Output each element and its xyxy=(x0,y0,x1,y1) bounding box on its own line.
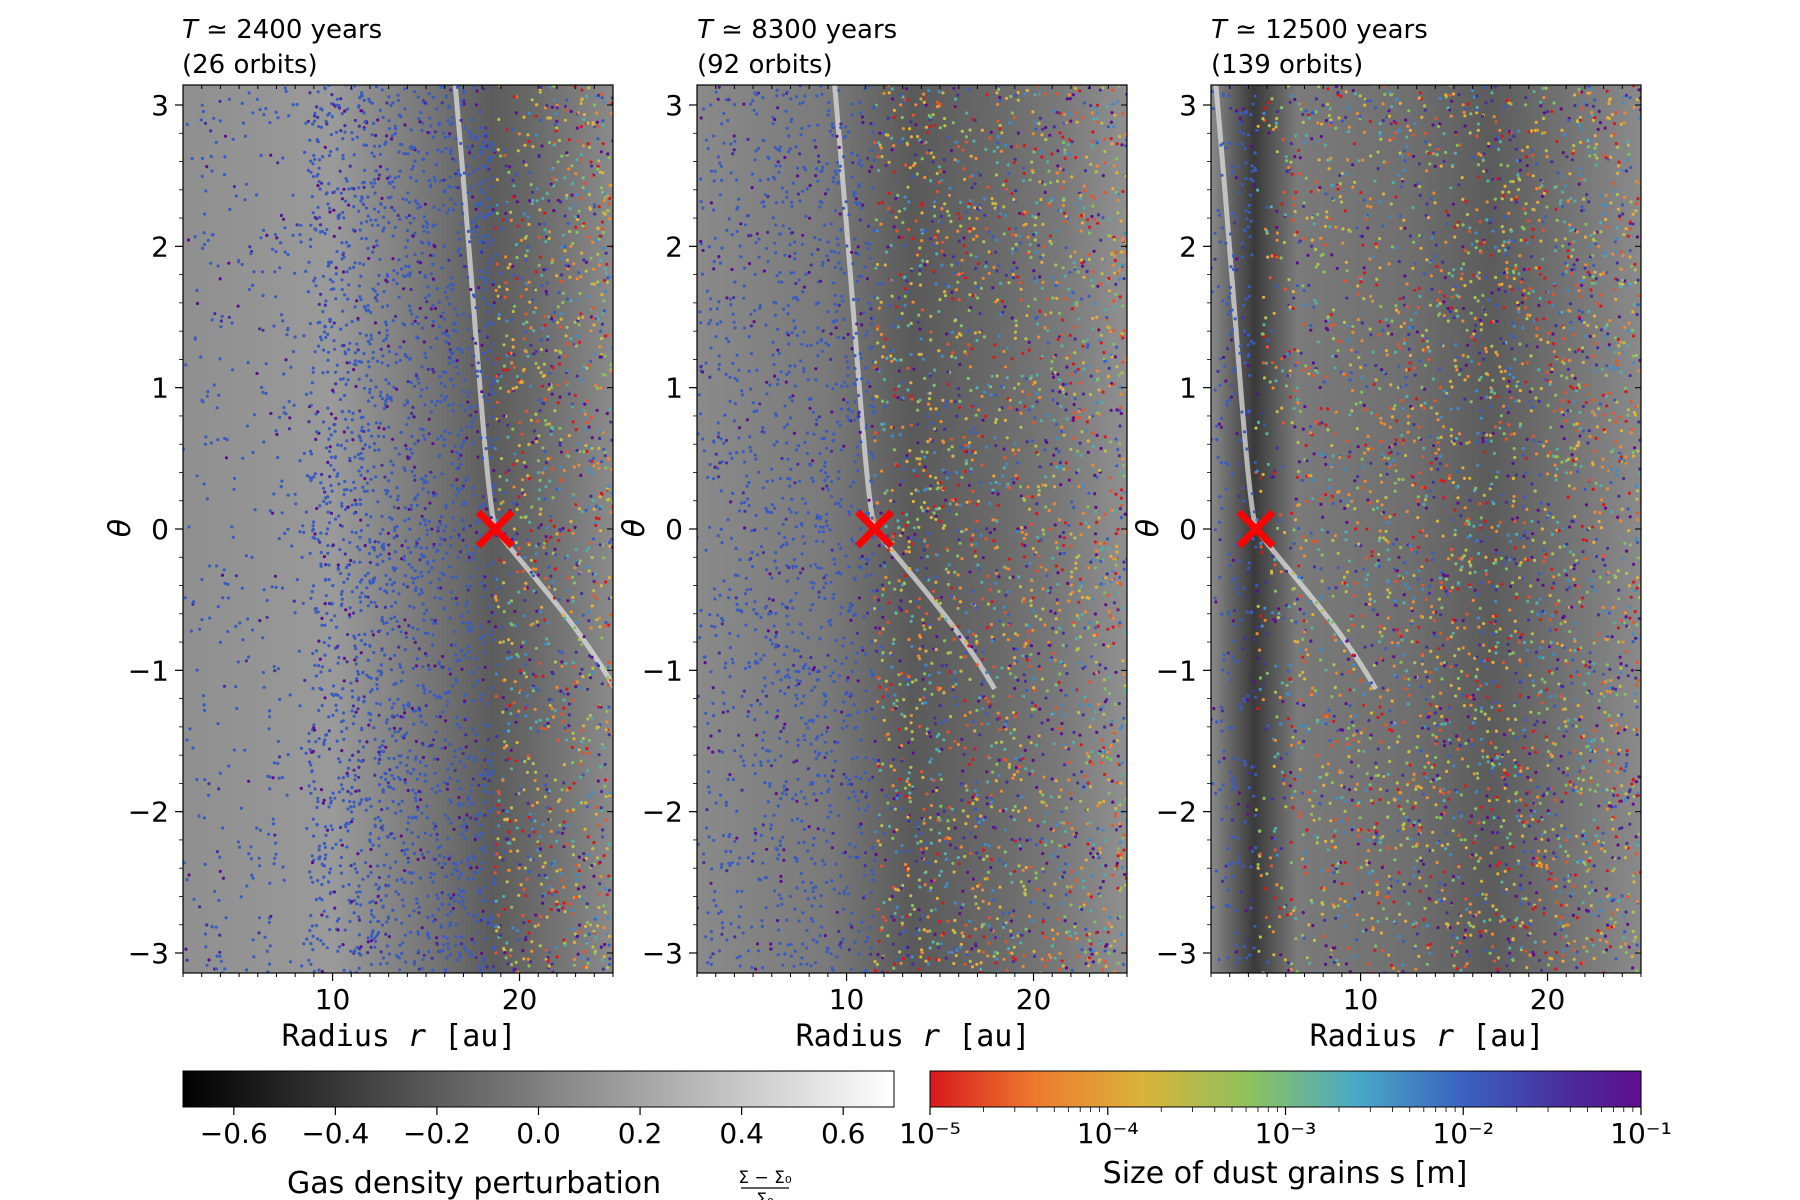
panel-3-ylabel: θ xyxy=(1131,519,1166,537)
panel-2-title-orbits: (92 orbits) xyxy=(697,50,833,80)
dust-tick-label: 10⁻¹ xyxy=(1610,1117,1672,1150)
y-tick-label: 0 xyxy=(1179,513,1197,546)
spiral-wake xyxy=(1213,85,1379,691)
y-tick-label: 1 xyxy=(151,372,169,405)
x-tick-label: 20 xyxy=(1016,983,1052,1016)
dust-tick-label: 10⁻³ xyxy=(1255,1117,1317,1150)
planet-marker-icon xyxy=(855,509,895,549)
panel-2-ylabel: θ xyxy=(617,519,652,537)
y-tick-label: 0 xyxy=(665,513,683,546)
panel-3-title-time: T ≃ 12500 years xyxy=(1211,15,1428,45)
panel-2-plot-area: 10 20 −3 −2 −1 0 1 2 3 xyxy=(642,84,1128,1016)
dust-tick-label: 10⁻⁴ xyxy=(1077,1117,1139,1150)
dust-particles xyxy=(1211,85,1641,973)
dust-colorbar-ticks: 10⁻⁵ 10⁻⁴ 10⁻³ 10⁻² 10⁻¹ xyxy=(899,1107,1672,1150)
y-tick-label: −2 xyxy=(1156,796,1197,829)
gas-colorbar-ticks: −0.6 −0.4 −0.2 0.0 0.2 0.4 0.6 xyxy=(200,1107,866,1150)
x-tick-label: 10 xyxy=(829,983,865,1016)
panel-2-title-time: T ≃ 8300 years xyxy=(697,15,897,45)
spiral-wake xyxy=(832,85,997,691)
y-tick-label: 1 xyxy=(665,372,683,405)
gas-colorbar-gradient xyxy=(182,1070,895,1108)
panel-3-xlabel: Radius r [au] xyxy=(1310,1019,1545,1054)
panel-2-xlabel: Radius r [au] xyxy=(796,1019,1031,1054)
gas-density-map xyxy=(183,85,613,973)
dust-particles xyxy=(183,85,613,973)
dust-particles xyxy=(697,85,1127,973)
x-tick-label: 10 xyxy=(1343,983,1379,1016)
y-tick-label: 3 xyxy=(665,89,683,122)
dust-colorbar-label: Size of dust grains s [m] xyxy=(1103,1156,1468,1191)
panel-1-plot-area: 10 20 −3 −2 −1 0 1 2 3 xyxy=(128,84,614,1016)
y-tick-label: −3 xyxy=(1156,937,1197,970)
planet-marker-icon xyxy=(1236,509,1276,549)
panel-3: T ≃ 12500 years (139 orbits) 10 20 −3 −2 −1 0… xyxy=(1131,15,1642,1054)
gas-tick-label: 0.4 xyxy=(719,1117,764,1150)
y-tick-label: −2 xyxy=(642,796,683,829)
dust-tick-label: 10⁻² xyxy=(1432,1117,1494,1150)
gas-colorbar-label: Gas density perturbation xyxy=(287,1166,661,1200)
gas-tick-label: 0.6 xyxy=(821,1117,866,1150)
y-tick-label: 3 xyxy=(1179,89,1197,122)
panel-1: T ≃ 2400 years (26 orbits) 10 20 −3 −2 −1 0 1 2… xyxy=(103,15,614,1054)
panel-1-ylabel: θ xyxy=(103,519,138,537)
planet-marker-icon xyxy=(475,509,515,549)
gas-tick-label: 0.0 xyxy=(516,1117,561,1150)
panel-1-title-time: T ≃ 2400 years xyxy=(182,15,382,45)
gas-colorbar-frac-num: Σ − Σ₀ xyxy=(738,1168,792,1188)
panel-3-title-orbits: (139 orbits) xyxy=(1211,50,1363,80)
y-tick-label: −1 xyxy=(642,654,683,687)
y-tick-label: 1 xyxy=(1179,372,1197,405)
gas-density-map xyxy=(697,85,1127,973)
gas-colorbar-frac-den: Σ₀ xyxy=(756,1190,774,1200)
y-tick-label: −2 xyxy=(128,796,169,829)
gas-tick-label: −0.4 xyxy=(301,1117,369,1150)
gas-tick-label: 0.2 xyxy=(618,1117,663,1150)
y-tick-label: −1 xyxy=(128,654,169,687)
y-tick-label: 2 xyxy=(151,230,169,263)
y-tick-label: 3 xyxy=(151,89,169,122)
dust-tick-label: 10⁻⁵ xyxy=(899,1117,961,1150)
y-tick-label: −1 xyxy=(1156,654,1197,687)
panel-2: T ≃ 8300 years (92 orbits) 10 20 −3 −2 −1 0 1 2… xyxy=(617,15,1128,1054)
gas-density-map xyxy=(1211,85,1641,973)
panel-1-title-orbits: (26 orbits) xyxy=(182,50,318,80)
panel-1-xlabel: Radius r [au] xyxy=(282,1019,517,1054)
gas-colorbar: −0.6 −0.4 −0.2 0.0 0.2 0.4 0.6 Gas density per… xyxy=(182,1070,895,1200)
y-tick-label: 2 xyxy=(665,230,683,263)
y-tick-label: −3 xyxy=(128,937,169,970)
x-tick-label: 20 xyxy=(1530,983,1566,1016)
panel-3-plot-area: 10 20 −3 −2 −1 0 1 2 3 xyxy=(1156,84,1642,1016)
gas-tick-label: −0.2 xyxy=(403,1117,471,1150)
x-tick-label: 20 xyxy=(502,983,538,1016)
spiral-wake xyxy=(452,85,613,691)
y-tick-label: −3 xyxy=(642,937,683,970)
dust-colorbar: 10⁻⁵ 10⁻⁴ 10⁻³ 10⁻² 10⁻¹ Size of dust grains… xyxy=(899,1070,1672,1191)
x-tick-label: 10 xyxy=(315,983,351,1016)
y-tick-label: 0 xyxy=(151,513,169,546)
dust-colorbar-gradient xyxy=(929,1070,1642,1108)
gas-tick-label: −0.6 xyxy=(200,1117,268,1150)
y-tick-label: 2 xyxy=(1179,230,1197,263)
